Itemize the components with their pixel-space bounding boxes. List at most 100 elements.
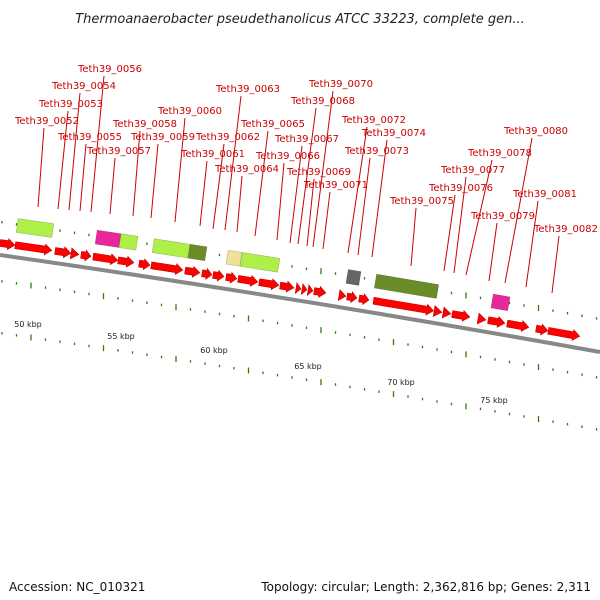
label-leader-line	[453, 176, 467, 274]
gene-arrow	[313, 285, 327, 298]
feature-box	[239, 252, 281, 273]
label-leader-line	[224, 95, 242, 231]
gene-label: Teth39_0063	[215, 84, 280, 95]
label-leader-line	[132, 130, 141, 217]
gene-label: Teth39_0066	[255, 151, 320, 162]
kbp-label: 55 kbp	[107, 332, 135, 341]
label-leader-line	[525, 200, 539, 288]
feature-box	[151, 238, 191, 259]
label-leader-line	[465, 159, 493, 276]
feature-box	[94, 229, 122, 248]
gene-arrow	[346, 291, 358, 304]
kbp-label: 65 kbp	[294, 362, 322, 371]
gene-label: Teth39_0079	[470, 211, 535, 222]
gene-arrow	[372, 297, 434, 316]
gene-arrow	[547, 327, 581, 342]
label-leader-line	[212, 143, 225, 230]
gene-label: Teth39_0067	[274, 134, 339, 145]
kbp-label: 70 kbp	[387, 378, 415, 387]
kbp-label: 75 kbp	[480, 396, 508, 405]
gene-arrow	[258, 278, 280, 291]
gene-arrow	[476, 312, 487, 325]
label-leader-line	[488, 222, 498, 282]
label-leader-line	[90, 75, 105, 213]
gene-arrow	[54, 246, 72, 259]
label-leader-line	[410, 207, 417, 267]
gene-arrow	[294, 282, 302, 295]
gene-label: Teth39_0061	[180, 149, 245, 160]
feature-box	[118, 233, 139, 251]
feature-box	[187, 243, 208, 262]
map-title: Thermoanaerobacter pseudethanolicus ATCC…	[75, 12, 525, 27]
label-leader-line	[254, 130, 269, 237]
gene-label: Teth39_0075	[389, 196, 454, 207]
gene-arrow	[117, 255, 135, 268]
feature-box	[225, 249, 243, 267]
gene-label: Teth39_0054	[51, 81, 116, 92]
gene-label: Teth39_0077	[440, 165, 505, 176]
label-leader-line	[347, 126, 368, 254]
gene-label: Teth39_0080	[503, 126, 568, 137]
gene-label: Teth39_0053	[38, 99, 103, 110]
gene-arrow	[535, 323, 549, 336]
gene-label: Teth39_0057	[86, 146, 151, 157]
label-leader-line	[297, 107, 317, 245]
topology-text: Topology: circular; Length: 2,362,816 bp…	[261, 580, 591, 594]
label-leader-line	[551, 235, 560, 294]
label-leader-line	[306, 178, 315, 247]
gene-arrow	[306, 283, 314, 297]
label-leader-line	[79, 143, 87, 212]
gene-arrow	[184, 265, 201, 278]
gene-arrow	[279, 280, 295, 293]
gene-arrow	[358, 293, 370, 306]
gene-label: Teth39_0082	[533, 224, 598, 235]
label-leader-line	[504, 137, 533, 284]
kbp-label: 50 kbp	[14, 320, 42, 329]
label-leader-line	[289, 145, 303, 244]
gene-arrow	[14, 241, 53, 256]
gene-arrow	[138, 258, 151, 271]
gene-arrow	[237, 274, 259, 287]
gene-label: Teth39_0064	[214, 164, 279, 175]
gene-arrow	[69, 247, 80, 260]
gene-label: Teth39_0062	[195, 132, 260, 143]
gene-arrow	[441, 306, 452, 319]
gene-label: Teth39_0068	[290, 96, 355, 107]
gene-label: Teth39_0073	[344, 146, 409, 157]
gene-arrow	[451, 309, 471, 322]
gene-arrow	[80, 249, 92, 262]
gene-label: Teth39_0060	[157, 106, 222, 117]
feature-box	[345, 269, 362, 286]
label-leader-line	[371, 139, 388, 258]
gene-arrow	[225, 271, 238, 284]
gene-labels: Teth39_0052 Teth39_0053 Teth39_0054 Teth39_…	[14, 64, 598, 235]
backbone-arc	[0, 253, 600, 354]
gene-arrow	[0, 238, 16, 251]
gene-label: Teth39_0074	[361, 128, 426, 139]
kbp-label: 60 kbp	[200, 346, 228, 355]
gene-arrow	[212, 269, 225, 282]
label-leader-line	[174, 117, 186, 223]
label-leader-line	[57, 110, 69, 210]
gene-arrow	[92, 252, 119, 266]
gene-label: Teth39_0072	[341, 115, 406, 126]
gene-arrows	[0, 238, 581, 342]
feature-box	[373, 273, 440, 299]
gene-label: Teth39_0081	[512, 189, 577, 200]
gene-label: Teth39_0052	[14, 116, 79, 127]
label-leader-line	[150, 143, 159, 219]
label-leader-lines	[37, 75, 560, 294]
gene-label: Teth39_0058	[112, 119, 177, 130]
accession-text: Accession: NC_010321	[9, 580, 146, 594]
kbp-scale: 50 kbp 55 kbp 60 kbp 65 kbp 70 kbp 75 kbp	[14, 320, 508, 405]
gene-arrow	[506, 319, 530, 333]
feature-boxes	[15, 218, 511, 312]
gene-arrow	[150, 261, 184, 276]
label-leader-line	[322, 191, 331, 250]
feature-box	[490, 293, 511, 312]
gene-label: Teth39_0071	[303, 180, 368, 191]
gene-arrow	[300, 282, 308, 296]
gene-arrow	[487, 315, 506, 328]
label-leader-line	[109, 157, 116, 215]
